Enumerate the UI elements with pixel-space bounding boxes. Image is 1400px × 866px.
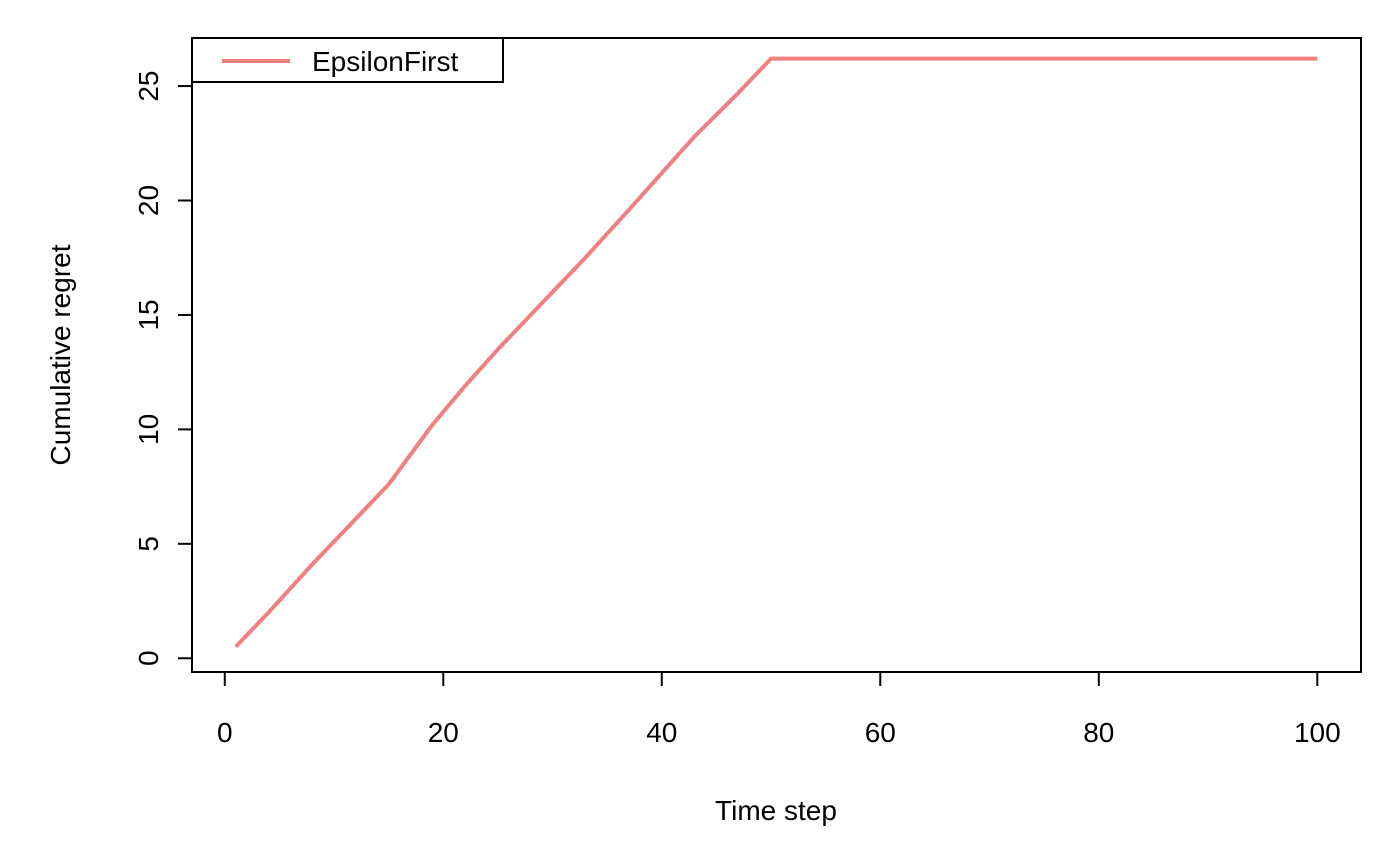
x-axis-title: Time step (715, 795, 837, 826)
x-tick-label: 0 (217, 717, 233, 748)
y-tick-label: 10 (133, 414, 164, 445)
y-axis-ticks: 0 5 10 15 20 25 (133, 70, 192, 666)
y-tick-label: 20 (133, 185, 164, 216)
y-tick-label: 5 (133, 536, 164, 552)
y-tick-label: 0 (133, 650, 164, 666)
x-tick-label: 40 (646, 717, 677, 748)
plot-frame (191, 37, 1362, 673)
x-axis-ticks: 0 20 40 60 80 100 (217, 672, 1341, 748)
legend: EpsilonFirst (191, 37, 504, 83)
series-line-epsilonfirst (234, 56, 1318, 649)
y-tick-label: 25 (133, 70, 164, 101)
legend-label-epsilonfirst: EpsilonFirst (312, 46, 458, 77)
series-layer (234, 56, 1318, 649)
x-tick-label: 60 (865, 717, 896, 748)
y-tick-label: 15 (133, 299, 164, 330)
x-tick-label: 100 (1294, 717, 1341, 748)
y-axis-title: Cumulative regret (45, 244, 76, 465)
x-tick-label: 80 (1083, 717, 1114, 748)
x-tick-label: 20 (428, 717, 459, 748)
